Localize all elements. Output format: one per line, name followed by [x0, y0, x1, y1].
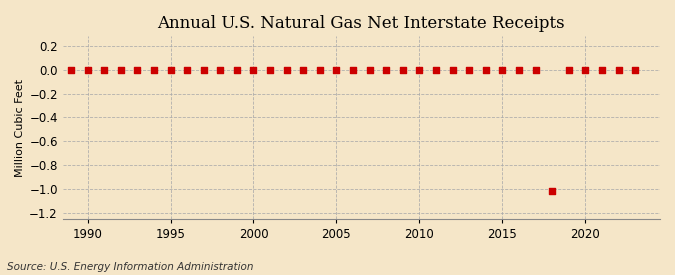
Point: [381, 67, 392, 72]
Point: [398, 67, 408, 72]
Point: [414, 67, 425, 72]
Point: [530, 67, 541, 72]
Point: [564, 67, 574, 72]
Point: [215, 67, 225, 72]
Point: [481, 67, 491, 72]
Point: [99, 67, 109, 72]
Point: [448, 67, 458, 72]
Point: [497, 67, 508, 72]
Point: [364, 67, 375, 72]
Point: [148, 67, 159, 72]
Point: [248, 67, 259, 72]
Point: [232, 67, 242, 72]
Point: [198, 67, 209, 72]
Point: [165, 67, 176, 72]
Point: [265, 67, 275, 72]
Point: [630, 67, 641, 72]
Point: [348, 67, 358, 72]
Point: [115, 67, 126, 72]
Point: [431, 67, 441, 72]
Point: [65, 67, 76, 72]
Point: [82, 67, 93, 72]
Point: [547, 189, 558, 194]
Point: [182, 67, 192, 72]
Point: [298, 67, 308, 72]
Point: [281, 67, 292, 72]
Point: [514, 67, 524, 72]
Point: [597, 67, 608, 72]
Point: [331, 67, 342, 72]
Title: Annual U.S. Natural Gas Net Interstate Receipts: Annual U.S. Natural Gas Net Interstate R…: [157, 15, 565, 32]
Point: [315, 67, 325, 72]
Point: [464, 67, 475, 72]
Point: [132, 67, 142, 72]
Point: [613, 67, 624, 72]
Point: [580, 67, 591, 72]
Y-axis label: Million Cubic Feet: Million Cubic Feet: [15, 79, 25, 177]
Text: Source: U.S. Energy Information Administration: Source: U.S. Energy Information Administ…: [7, 262, 253, 272]
